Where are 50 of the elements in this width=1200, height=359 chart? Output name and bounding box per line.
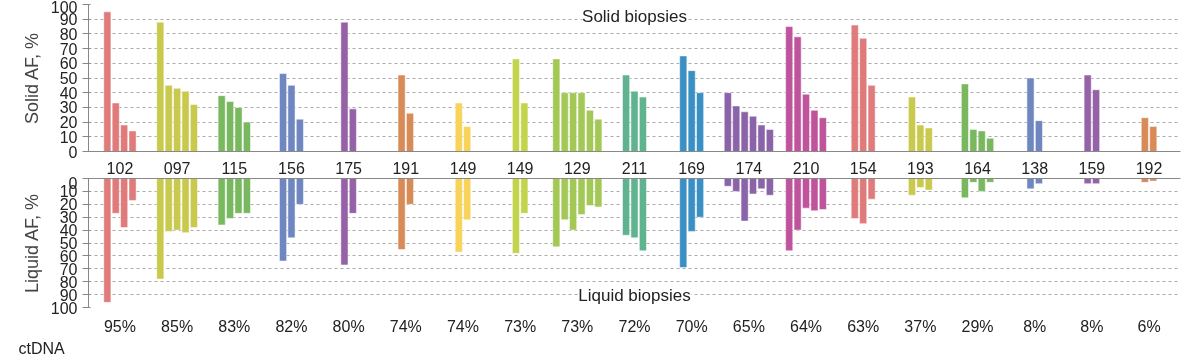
x-tick-label: 102	[106, 159, 134, 177]
x-tick-label: 156	[278, 159, 305, 177]
x-tick-label: 73%	[504, 317, 537, 335]
x-tick-label: 097	[163, 159, 191, 177]
x-tick-label: 85%	[161, 317, 194, 335]
x-tick-label: 169	[678, 159, 706, 177]
y-axis-title: Liquid AF, %	[21, 193, 42, 294]
x-tick-label: 174	[735, 159, 763, 177]
x-tick-label: 159	[1078, 159, 1106, 177]
x-tick-label: 80%	[332, 317, 365, 335]
x-tick-label: 192	[1135, 159, 1163, 177]
x-tick-label: 149	[449, 159, 477, 177]
x-tick-label: 8%	[1023, 317, 1047, 335]
x-tick-label: 82%	[275, 317, 308, 335]
y-tick-label: 70	[59, 40, 78, 58]
x-tick-label: 193	[907, 159, 934, 177]
x-tick-label: 175	[335, 159, 363, 177]
x-tick-label: 8%	[1080, 317, 1104, 335]
y-tick-label: 50	[59, 70, 78, 87]
y-tick-label: 30	[59, 99, 78, 117]
y-tick-label: 60	[59, 55, 78, 73]
x-tick-label: 72%	[618, 317, 651, 335]
annotation: Liquid biopsies	[578, 285, 691, 305]
x-tick-label: 6%	[1137, 317, 1161, 335]
annotation: Solid biopsies	[582, 6, 687, 26]
y-tick-label: 50	[59, 235, 78, 252]
x-tick-label: 115	[221, 159, 248, 177]
y-tick-label: 0	[68, 143, 78, 161]
x-tick-label: 63%	[847, 317, 880, 335]
x-tick-label: 191	[392, 159, 420, 177]
x-tick-label: 83%	[218, 317, 251, 335]
x-tick-label: 64%	[790, 317, 823, 335]
x-tick-label: 65%	[732, 317, 765, 335]
x-tick-label: 129	[563, 159, 591, 177]
x-tick-label: 95%	[103, 317, 136, 335]
x-tick-label: 210	[792, 159, 820, 177]
y-tick-label: 40	[59, 84, 78, 102]
text: ctDNA	[18, 339, 66, 357]
x-tick-label: 37%	[904, 317, 937, 335]
x-tick-label: 211	[621, 159, 648, 177]
x-tick-label: 29%	[961, 317, 994, 335]
x-tick-label: 138	[1021, 159, 1049, 177]
x-tick-label: 74%	[446, 317, 479, 335]
x-tick-label: 164	[964, 159, 991, 177]
x-tick-label: 70%	[675, 317, 708, 335]
y-axis-title: Solid AF, %	[21, 32, 42, 125]
x-tick-label: 154	[849, 159, 877, 177]
x-tick-label: 74%	[389, 317, 422, 335]
x-tick-label: 73%	[561, 317, 594, 335]
x-tick-label: 149	[506, 159, 534, 177]
